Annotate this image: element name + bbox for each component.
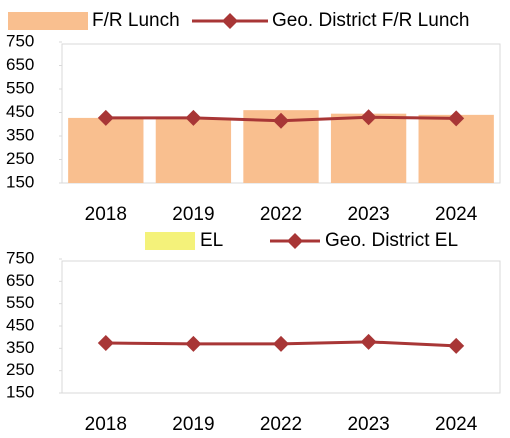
legend-label: Geo. District F/R Lunch [272, 10, 469, 31]
y-tick-label: 350 [6, 338, 34, 357]
y-tick-label: 450 [6, 102, 34, 121]
legend-label: Geo. District EL [325, 230, 458, 251]
marker [448, 110, 465, 127]
legend-label: EL [200, 230, 223, 251]
y-tick-label: 750 [6, 248, 34, 267]
marker [185, 109, 202, 126]
x-tick-label: 2019 [172, 204, 214, 225]
y-tick-label: 550 [6, 293, 34, 312]
x-tick-label: 2024 [435, 414, 478, 435]
x-tick-label: 2022 [260, 204, 302, 225]
marker [97, 334, 114, 351]
y-tick-label: 150 [6, 382, 34, 401]
y-tick-label: 350 [6, 125, 34, 144]
x-tick-label: 2023 [347, 204, 389, 225]
legend-marker [222, 13, 238, 29]
bar [330, 113, 407, 183]
y-tick-label: 150 [6, 172, 34, 191]
plot-area [61, 260, 501, 394]
y-tick-label: 450 [6, 315, 34, 334]
y-tick-label: 550 [6, 78, 34, 97]
y-tick-label: 750 [6, 31, 34, 50]
marker [360, 333, 377, 350]
legend-label: F/R Lunch [92, 10, 180, 31]
legend-marker [287, 233, 303, 249]
y-tick-label: 250 [6, 360, 34, 379]
y-tick-label: 250 [6, 149, 34, 168]
legend-swatch [8, 12, 88, 30]
y-tick-label: 650 [6, 271, 34, 290]
x-tick-label: 2018 [85, 204, 127, 225]
x-tick-label: 2023 [347, 414, 389, 435]
marker [97, 109, 114, 126]
x-tick-label: 2019 [172, 414, 214, 435]
marker [185, 335, 202, 352]
x-tick-label: 2022 [260, 414, 302, 435]
marker [273, 112, 289, 129]
x-tick-label: 2024 [435, 204, 478, 225]
y-tick-label: 650 [6, 55, 34, 74]
x-tick-label: 2018 [85, 414, 127, 435]
legend-swatch [145, 232, 195, 250]
bar [68, 117, 144, 183]
bar [155, 117, 232, 183]
marker [273, 335, 289, 352]
marker [360, 109, 377, 126]
marker [448, 337, 465, 354]
